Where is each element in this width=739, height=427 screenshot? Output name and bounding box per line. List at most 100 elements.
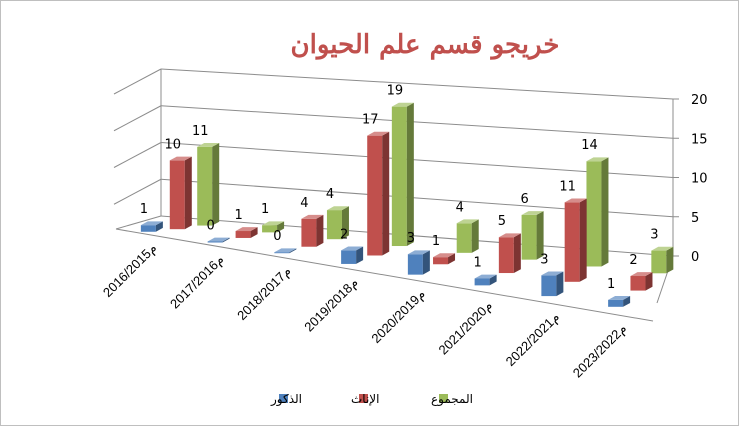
legend-swatch [439, 394, 448, 403]
bar-0-5: 1 [473, 255, 497, 286]
bar-front [474, 278, 490, 286]
bar-top [341, 246, 364, 251]
bar-value-label: 2 [629, 253, 637, 268]
bar-top [474, 274, 497, 279]
y-tick-label: 15 [691, 132, 708, 147]
bar-front [586, 161, 602, 267]
bar-1-1: 1 [234, 208, 258, 238]
bar-value-label: 4 [300, 196, 308, 211]
bar-2-4: 4 [456, 200, 479, 253]
bar-value-label: 1 [607, 277, 615, 292]
bar-front [498, 237, 514, 274]
bar-1-3: 17 [362, 113, 390, 256]
bar-front [433, 257, 449, 265]
bar-front [564, 202, 580, 282]
bar-side [536, 211, 544, 260]
bar-value-label: 0 [206, 218, 214, 233]
bar-side [155, 221, 163, 232]
legend-item: الذكور [270, 392, 302, 407]
chart-title: خريجو قسم علم الحيوان [291, 30, 560, 60]
y-axis: 0 5 10 15 20 [672, 93, 708, 265]
x-tick-label: 2017/2016م [167, 252, 227, 312]
bar-value-label: 6 [520, 192, 528, 207]
bar-value-label: 11 [192, 124, 209, 139]
bar-top [197, 142, 220, 147]
legend-item: الإناث [351, 392, 379, 406]
bar-value-label: 19 [387, 84, 404, 99]
bar-side [601, 157, 609, 267]
bar-front [326, 210, 342, 240]
bar-2-7: 3 [650, 228, 674, 274]
bar-front [456, 223, 472, 253]
bar-top [630, 272, 653, 277]
bar-front [301, 218, 317, 247]
bar-2-2: 4 [326, 187, 349, 240]
bar-side [623, 295, 631, 307]
bar-top [274, 248, 297, 253]
bar-front [608, 299, 624, 307]
bar-top [262, 221, 285, 226]
bar-value-label: 2 [340, 227, 348, 242]
bar-side [341, 206, 349, 240]
bar-top [456, 219, 479, 224]
bar-side [422, 250, 430, 275]
bar-side [556, 271, 564, 297]
bar-0-3: 2 [340, 227, 364, 264]
bar-side [448, 253, 456, 265]
bar-top [541, 271, 564, 276]
bar-value-label: 3 [540, 252, 548, 267]
bar-front [391, 106, 407, 247]
bar-side [222, 237, 230, 243]
gridline-back [160, 68, 674, 100]
legend: الذكور الإناث المجموع [270, 392, 473, 407]
bar-front [651, 250, 667, 274]
x-tick-label: 2020/2019م [368, 286, 428, 346]
bar-1-4: 1 [432, 234, 456, 265]
bar-0-7: 1 [607, 277, 631, 307]
bar-side [513, 233, 521, 274]
gridline-side [113, 142, 162, 168]
bar-1-6: 11 [559, 179, 587, 282]
legend-swatch [279, 394, 288, 403]
bar-0-6: 3 [540, 252, 564, 297]
bar-side [316, 214, 324, 247]
gridline-side-floor [115, 215, 162, 230]
y-tick-label: 0 [691, 250, 699, 265]
bar-side [250, 227, 258, 238]
bar-front [407, 254, 423, 275]
bar-front [140, 225, 156, 232]
bar-0-1: 0 [206, 218, 230, 243]
bar-2-6: 14 [581, 138, 609, 267]
bar-front [541, 275, 557, 297]
bar-2-3: 19 [387, 84, 414, 247]
bar-1-7: 2 [629, 253, 653, 291]
legend-label: المجموع [431, 392, 473, 407]
bar-1-2: 4 [300, 196, 324, 247]
bar-top [433, 253, 456, 258]
bar-2-0: 11 [192, 124, 220, 226]
bar-side [645, 272, 653, 291]
bar-top [391, 102, 414, 107]
bar-top [586, 157, 609, 162]
bar-value-label: 3 [407, 231, 415, 246]
legend-label: الذكور [270, 392, 302, 407]
bar-top [169, 156, 192, 161]
y-tick-label: 20 [691, 93, 708, 108]
x-tick-label: 2019/2018م [301, 275, 361, 335]
bar-top [140, 221, 163, 226]
x-tick-label: 2021/2020م [436, 298, 496, 358]
bar-value-label: 1 [432, 234, 440, 249]
bar-front [274, 252, 290, 254]
bar-front [169, 160, 185, 230]
floor-front-edge [115, 228, 654, 322]
bar-top [235, 227, 258, 232]
bar-top [207, 237, 230, 242]
bar-front [521, 214, 537, 260]
bar-1-5: 5 [498, 214, 521, 274]
gridline-side [113, 178, 162, 205]
bar-value-label: 17 [362, 113, 379, 128]
bar-front [630, 276, 646, 291]
bar-value-label: 4 [326, 187, 334, 202]
x-axis: 2016/2015م2017/2016م2018/2017م2019/2018م… [100, 240, 630, 381]
